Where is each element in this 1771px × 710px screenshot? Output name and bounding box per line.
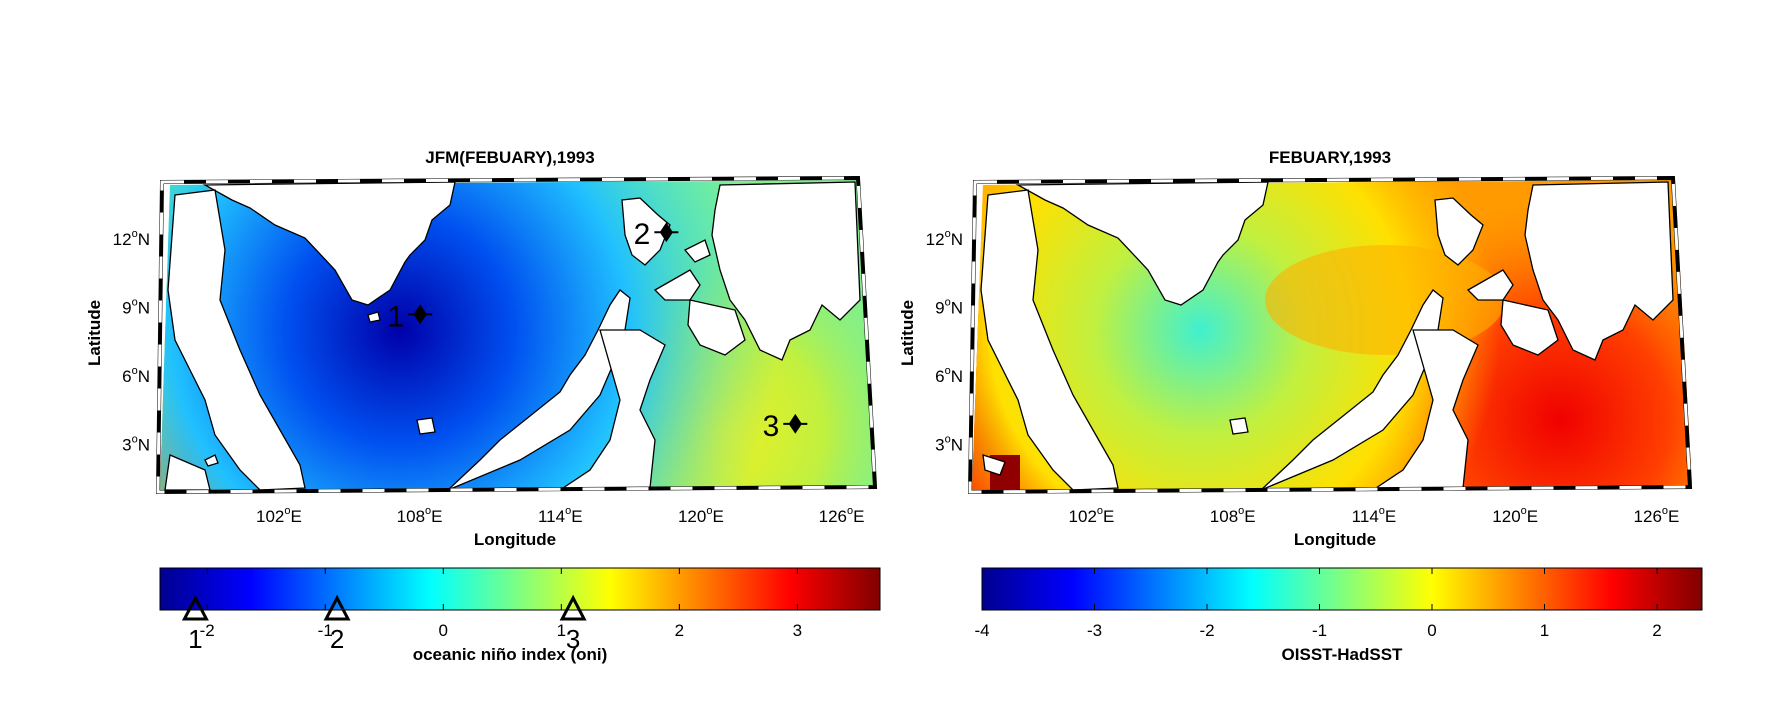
right-colorbar: -4 -3 -2 -1 0 1 2 OISST-HadSST <box>974 567 1703 664</box>
latitude-tick-label: 12oN <box>113 228 150 249</box>
left-land <box>164 181 861 491</box>
right-x-axis-label: Longitude <box>1294 530 1376 549</box>
latitude-tick-label: 3oN <box>122 433 150 454</box>
station-marker-label: 3 <box>763 410 780 443</box>
left-colorbar-ticks: -2 -1 0 1 2 3 <box>200 568 802 640</box>
colorbar-tick-label: 1 <box>1540 621 1549 640</box>
colorbar-pointer-label: 3 <box>566 624 580 654</box>
left-longitude-ticks: 102oE 108oE 114oE 120oE 126oE <box>256 505 864 526</box>
colorbar-tick-label: 2 <box>675 621 684 640</box>
colorbar-tick-label: -2 <box>200 621 215 640</box>
right-land <box>980 181 1674 491</box>
left-x-axis-label: Longitude <box>474 530 556 549</box>
left-map-title: JFM(FEBUARY),1993 <box>425 148 594 167</box>
colorbar-tick-label: -4 <box>974 621 989 640</box>
longitude-tick-label: 120oE <box>678 505 724 526</box>
colorbar-pointer: 1 <box>181 594 209 654</box>
colorbar-tick-label: 0 <box>439 621 448 640</box>
left-colorbar-gradient <box>159 567 881 611</box>
longitude-tick-label: 114oE <box>1352 505 1397 526</box>
colorbar-pointer-label: 2 <box>330 624 344 654</box>
longitude-tick-label: 108oE <box>1210 505 1256 526</box>
colorbar-tick-label: -1 <box>318 621 333 640</box>
right-colorbar-gradient <box>981 567 1703 611</box>
left-station-markers: 1 2 3 <box>388 218 808 443</box>
longitude-tick-label: 108oE <box>397 505 443 526</box>
colorbar-pointer: 2 <box>323 594 351 654</box>
colorbar-tick-label: 0 <box>1427 621 1436 640</box>
longitude-tick-label: 126oE <box>819 505 865 526</box>
left-colorbar-pointers: 1 2 3 <box>181 594 587 654</box>
right-map-frame <box>967 175 1693 495</box>
left-map-frame <box>155 175 878 495</box>
left-colorbar-label: oceanic niño index (oni) <box>413 645 608 664</box>
latitude-tick-label: 6oN <box>935 365 963 386</box>
station-marker: 1 <box>388 300 433 333</box>
longitude-tick-label: 102oE <box>256 505 302 526</box>
colorbar-tick-label: -1 <box>1312 621 1327 640</box>
right-colorbar-label: OISST-HadSST <box>1282 645 1404 664</box>
colorbar-tick-label: 3 <box>793 621 802 640</box>
colorbar-pointer-label: 1 <box>188 624 202 654</box>
longitude-tick-label: 102oE <box>1069 505 1115 526</box>
colorbar-tick-label: 1 <box>557 621 566 640</box>
longitude-tick-label: 126oE <box>1634 505 1680 526</box>
latitude-tick-label: 9oN <box>122 296 150 317</box>
left-latitude-ticks: 12oN 9oN 6oN 3oN <box>113 228 150 454</box>
left-panel: JFM(FEBUARY),1993 <box>85 148 881 664</box>
right-colorbar-ticks: -4 -3 -2 -1 0 1 2 <box>974 568 1662 640</box>
left-y-axis-label: Latitude <box>85 300 104 366</box>
colorbar-tick-label: -3 <box>1087 621 1102 640</box>
station-marker: 3 <box>763 410 808 443</box>
longitude-tick-label: 114oE <box>538 505 583 526</box>
right-y-axis-label: Latitude <box>898 300 917 366</box>
latitude-tick-label: 6oN <box>122 365 150 386</box>
left-colorbar: -2 -1 0 1 2 3 1 2 3 oceanic niño index (oni) <box>159 567 881 664</box>
right-map-title: FEBUARY,1993 <box>1269 148 1391 167</box>
station-marker: 2 <box>634 218 679 251</box>
station-marker-label: 2 <box>634 218 651 251</box>
longitude-tick-label: 120oE <box>1492 505 1538 526</box>
colorbar-tick-label: 2 <box>1652 621 1661 640</box>
right-longitude-ticks: 102oE 108oE 114oE 120oE 126oE <box>1069 505 1680 526</box>
station-marker-label: 1 <box>388 300 405 333</box>
latitude-tick-label: 9oN <box>935 296 963 317</box>
latitude-tick-label: 12oN <box>926 228 963 249</box>
colorbar-tick-label: -2 <box>1199 621 1214 640</box>
colorbar-pointer: 3 <box>559 594 587 654</box>
right-latitude-ticks: 12oN 9oN 6oN 3oN <box>926 228 963 454</box>
latitude-tick-label: 3oN <box>935 433 963 454</box>
right-panel: FEBUARY,1993 102oE 108oE 114oE 120oE 126 <box>898 148 1703 664</box>
